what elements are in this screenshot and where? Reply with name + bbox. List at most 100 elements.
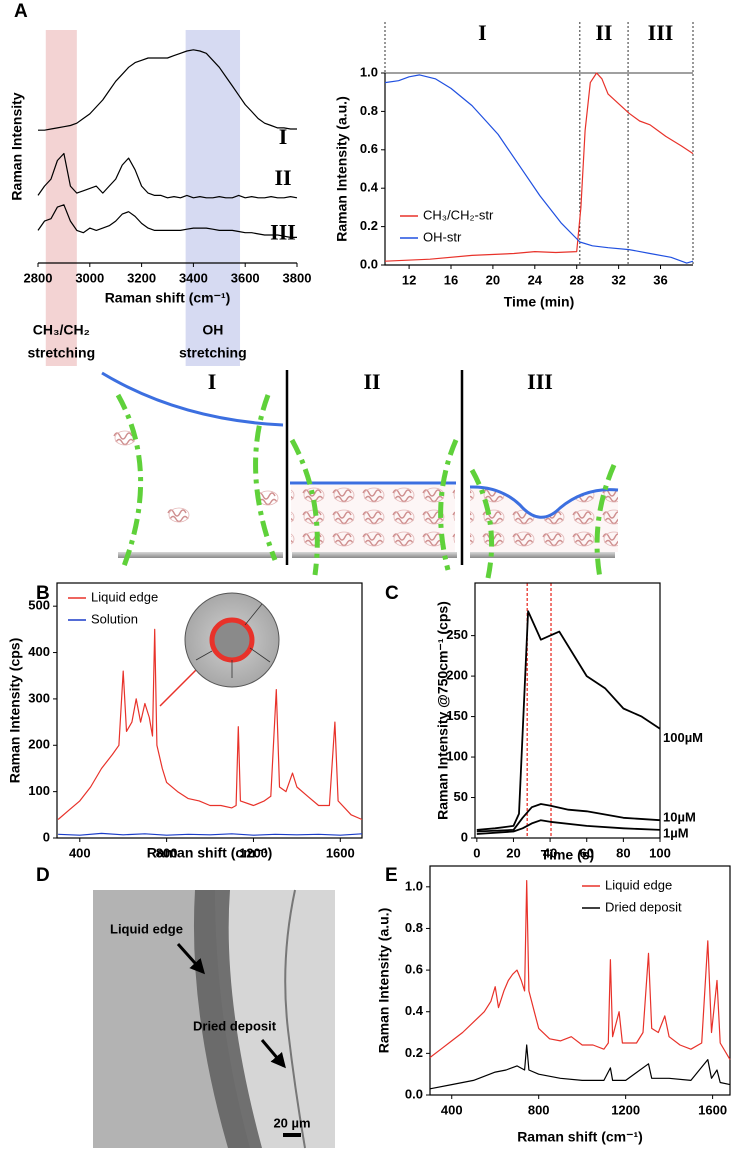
x-tick-label: 3600 (231, 270, 260, 285)
annotation: Liquid edge (110, 921, 183, 936)
legend-label: Dried deposit (605, 899, 682, 914)
legend-label: CH₃/CH₂-str (423, 207, 494, 222)
series-line (476, 803, 661, 833)
panel-label: B (36, 583, 50, 604)
x-tick-label: 2800 (24, 270, 53, 285)
x-tick-label: 40 (543, 845, 557, 860)
edge-band (193, 890, 262, 1148)
y-tick-label: 0 (43, 829, 50, 844)
stage-label: II (363, 369, 380, 394)
stage-label: I (208, 369, 217, 394)
x-tick-label: 36 (653, 272, 667, 287)
band-label: stretching (179, 345, 247, 361)
x-tick-label: 1600 (326, 845, 355, 860)
panel-label: E (385, 865, 398, 886)
flow-arrows (195, 603, 271, 678)
y-tick-label: 50 (454, 789, 468, 804)
y-tick-label: 1.0 (360, 64, 378, 79)
y-tick-label: 0 (461, 829, 468, 844)
y-axis-label: Raman Intensity (a.u.) (334, 96, 350, 241)
panel-label: A (14, 1, 28, 22)
x-tick-label: 0 (473, 845, 480, 860)
series-line (38, 49, 297, 131)
series-line (37, 152, 298, 199)
plot-frame (429, 865, 731, 1096)
y-tick-label: 0.2 (360, 218, 378, 233)
contact-line (115, 393, 144, 567)
y-tick-label: 0.0 (405, 1086, 423, 1101)
y-tick-label: 0.8 (405, 920, 423, 935)
x-tick-label: 3400 (179, 270, 208, 285)
x-tick-label: 32 (611, 272, 625, 287)
y-tick-label: 300 (28, 690, 50, 705)
series-line (58, 832, 363, 836)
substrate (292, 552, 457, 558)
x-axis-label: Raman shift (cm⁻¹) (147, 845, 273, 861)
stage-label: III (527, 369, 553, 394)
y-tick-label: 0.6 (405, 962, 423, 977)
y-tick-label: 0.0 (360, 256, 378, 271)
y-tick-label: 200 (28, 737, 50, 752)
series-label: III (270, 219, 296, 244)
y-tick-label: 0.4 (360, 180, 379, 195)
schematic: I II III (101, 369, 619, 579)
y-tick-label: 400 (28, 644, 50, 659)
series-line (476, 610, 661, 831)
contact-line (469, 468, 495, 579)
droplet-inset (159, 592, 280, 707)
micrograph: Liquid edge Dried deposit 20 µm (93, 889, 335, 1149)
x-tick-label: 800 (528, 1102, 550, 1117)
y-axis-label: Raman Intensity (a.u.) (376, 908, 392, 1053)
series-line (429, 880, 731, 1060)
liquid-surface (101, 371, 284, 427)
substrate (470, 552, 615, 558)
series-label: 1µM (663, 825, 689, 840)
legend-label: OH-str (423, 229, 462, 244)
series-label: II (274, 165, 291, 190)
y-axis-label: Raman Intensity (9, 92, 25, 200)
x-axis-label: Raman shift (cm⁻¹) (517, 1129, 643, 1145)
arrow (260, 1039, 286, 1069)
x-tick-label: 3200 (127, 270, 156, 285)
contact-line (594, 464, 617, 579)
series-line (37, 204, 297, 238)
contact-line (289, 438, 320, 576)
y-tick-label: 100 (446, 748, 468, 763)
x-axis-label: Raman shift (cm⁻¹) (105, 290, 231, 306)
x-axis-label: Time (min) (504, 294, 575, 310)
x-tick-label: 12 (402, 272, 416, 287)
x-tick-label: 1200 (239, 845, 268, 860)
annotation: Dried deposit (193, 1018, 277, 1033)
x-tick-label: 1600 (698, 1102, 727, 1117)
plot-frame (474, 582, 661, 839)
contact-line (438, 439, 459, 571)
x-tick-label: 24 (528, 272, 543, 287)
y-tick-label: 100 (28, 783, 50, 798)
series-line (429, 1044, 731, 1090)
liquid-surface (469, 485, 619, 519)
band-label: stretching (27, 345, 95, 361)
panel-label: D (36, 865, 50, 886)
y-tick-label: 150 (446, 708, 468, 723)
x-tick-label: 1200 (611, 1102, 640, 1117)
y-axis-label: Raman Intensity (cps) (7, 638, 23, 783)
series-line (384, 74, 694, 264)
y-axis-label: Raman Intensity @750cm⁻¹ (cps) (435, 601, 451, 820)
y-tick-label: 0.4 (405, 1003, 424, 1018)
band-label: CH₃/CH₂ (33, 322, 90, 338)
protein-layer (470, 486, 618, 552)
band (45, 30, 77, 366)
y-tick-label: 0.2 (405, 1045, 423, 1060)
liquid-edge-ring (209, 617, 255, 663)
x-tick-label: 16 (444, 272, 458, 287)
x-tick-label: 100 (649, 845, 671, 860)
x-tick-label: 3000 (75, 270, 104, 285)
legend-label: Liquid edge (91, 589, 158, 604)
series-line (384, 72, 694, 262)
legend-label: Liquid edge (605, 877, 672, 892)
y-tick-label: 200 (446, 668, 468, 683)
region-label: II (595, 20, 612, 45)
y-tick-label: 0.6 (360, 141, 378, 156)
